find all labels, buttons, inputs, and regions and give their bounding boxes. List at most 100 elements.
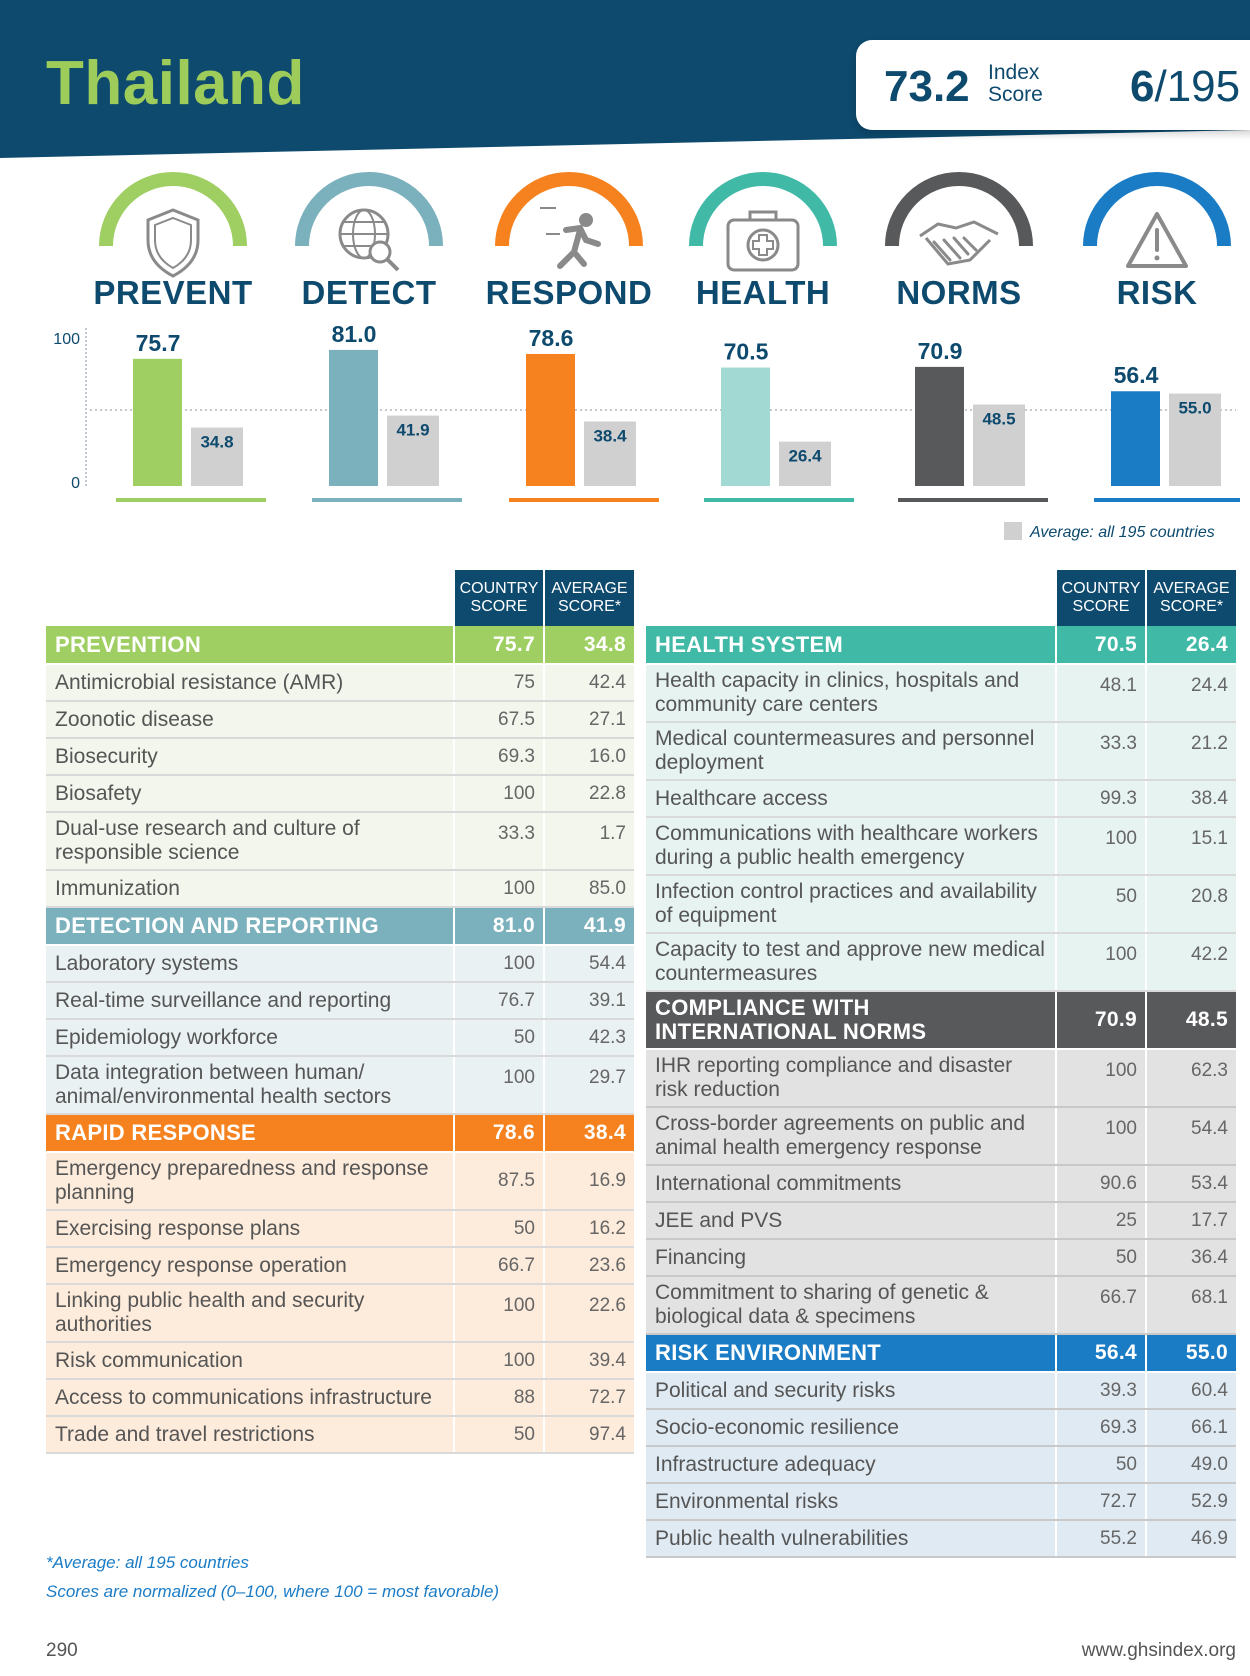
category-bar-chart: 100 0 75.7 34.8 81.0 41.9 78.6 38.4 70.5 26.4 70…	[53, 321, 1240, 502]
section-country-score: 70.5	[1055, 626, 1146, 665]
section-title: COMPLIANCE WITH INTERNATIONAL NORMS	[646, 991, 1056, 1050]
table-row: JEE and PVS 25 17.7	[646, 1202, 1236, 1240]
indicator-average-score: 68.1	[1145, 1276, 1236, 1335]
section-header-row: HEALTH SYSTEM 70.5 26.4	[646, 626, 1236, 665]
indicator-country-score: 33.3	[453, 812, 544, 871]
indicator-average-score: 53.4	[1145, 1165, 1236, 1203]
bar-average-risk	[1169, 393, 1221, 486]
section-country-score: 56.4	[1055, 1334, 1146, 1373]
indicator-average-score: 16.9	[543, 1152, 634, 1211]
table-row: Access to communications infrastructure 8…	[46, 1379, 634, 1417]
table-row: Zoonotic disease 67.5 27.1	[46, 701, 634, 739]
section-header-row: RISK ENVIRONMENT 56.4 55.0	[646, 1334, 1236, 1373]
footnote-normalized: Scores are normalized (0–100, where 100 …	[46, 1582, 500, 1601]
section-average-score: 48.5	[1145, 991, 1236, 1050]
table-row: Infrastructure adequacy 50 49.0	[646, 1446, 1236, 1484]
table-row: IHR reporting compliance and disaster ri…	[646, 1049, 1236, 1108]
indicator-country-score: 33.3	[1055, 722, 1146, 781]
table-row: Medical countermeasures and personnel de…	[646, 722, 1236, 781]
bars-group: 75.7 34.8 81.0 41.9 78.6 38.4 70.5 26.4 70.9 48.5…	[116, 321, 1240, 502]
section-header-row: COMPLIANCE WITH INTERNATIONAL NORMS 70.9 4…	[646, 991, 1236, 1050]
indicator-country-score: 88	[453, 1379, 544, 1417]
category-label: DETECT	[301, 274, 437, 311]
section-header-row: RAPID RESPONSE 78.6 38.4	[46, 1114, 634, 1153]
section-title: RISK ENVIRONMENT	[646, 1334, 1056, 1373]
indicator-name: Emergency response operation	[46, 1247, 454, 1285]
table-row: Healthcare access 99.3 38.4	[646, 780, 1236, 818]
table-row: Infection control practices and availabi…	[646, 875, 1236, 934]
table-row: Biosafety 100 22.8	[46, 775, 634, 813]
indicator-name: Healthcare access	[646, 780, 1056, 818]
indicator-name: Infrastructure adequacy	[646, 1446, 1056, 1484]
indicator-average-score: 54.4	[1145, 1107, 1236, 1166]
footnotes: *Average: all 195 countries Scores are n…	[46, 1548, 499, 1606]
section-country-score: 78.6	[453, 1114, 544, 1153]
indicator-name: Epidemiology workforce	[46, 1019, 454, 1057]
category-underline	[1094, 498, 1240, 502]
website-url[interactable]: www.ghsindex.org	[1081, 1640, 1236, 1661]
indicator-country-score: 87.5	[453, 1152, 544, 1211]
indicator-country-score: 100	[453, 1284, 544, 1343]
table-row: Data integration between human/ animal/e…	[46, 1056, 634, 1115]
indicator-name: International commitments	[646, 1165, 1056, 1203]
indicator-average-score: 72.7	[543, 1379, 634, 1417]
indicator-average-score: 22.8	[543, 775, 634, 813]
table-row: Real-time surveillance and reporting 76.7…	[46, 982, 634, 1020]
table-row: Cross-border agreements on public and an…	[646, 1107, 1236, 1166]
data-label-country: 56.4	[1114, 362, 1159, 388]
indicator-country-score: 72.7	[1055, 1483, 1146, 1521]
data-label-average: 48.5	[982, 410, 1015, 429]
average-score-header: AVERAGE SCORE*	[543, 570, 634, 626]
category-label: HEALTH	[695, 274, 831, 311]
category-norms: NORMS	[864, 168, 1054, 318]
indicator-average-score: 49.0	[1145, 1446, 1236, 1484]
section-title: PREVENTION	[46, 626, 454, 665]
indicator-name: Socio-economic resilience	[646, 1409, 1056, 1447]
indicator-average-score: 60.4	[1145, 1372, 1236, 1410]
rank-value: 6	[1130, 62, 1155, 111]
data-label-country: 81.0	[332, 321, 377, 347]
category-underline	[704, 498, 854, 502]
section-country-score: 75.7	[453, 626, 544, 665]
table-row: Communications with healthcare workers d…	[646, 817, 1236, 876]
table-row: Emergency preparedness and response plan…	[46, 1152, 634, 1211]
category-detect: DETECT	[274, 168, 464, 318]
indicator-country-score: 66.7	[453, 1247, 544, 1285]
indicator-name: Linking public health and security autho…	[46, 1284, 454, 1343]
indicator-average-score: 97.4	[543, 1416, 634, 1454]
indicator-name: Laboratory systems	[46, 945, 454, 983]
country-score-header: COUNTRY SCORE	[1055, 570, 1146, 626]
y-tick-bottom: 0	[71, 475, 80, 492]
data-label-country: 70.9	[918, 338, 963, 364]
bar-country-respond	[526, 353, 575, 486]
data-label-country: 75.7	[136, 330, 181, 356]
indicator-name: Antimicrobial resistance (AMR)	[46, 664, 454, 702]
table-row: Laboratory systems 100 54.4	[46, 945, 634, 983]
indicator-name: Public health vulnerabilities	[646, 1520, 1056, 1558]
table-row: Biosecurity 69.3 16.0	[46, 738, 634, 776]
section-title: RAPID RESPONSE	[46, 1114, 454, 1153]
footnote-average: *Average: all 195 countries	[46, 1553, 249, 1572]
section-average-score: 55.0	[1145, 1334, 1236, 1373]
table-row: Trade and travel restrictions 50 97.4	[46, 1416, 634, 1454]
indicator-average-score: 39.1	[543, 982, 634, 1020]
indicator-average-score: 42.2	[1145, 933, 1236, 992]
indicator-average-score: 66.1	[1145, 1409, 1236, 1447]
table-row: Antimicrobial resistance (AMR) 75 42.4	[46, 664, 634, 702]
chart-legend: Average: all 195 countries	[1004, 522, 1215, 542]
indicator-country-score: 50	[453, 1210, 544, 1248]
indicator-country-score: 75	[453, 664, 544, 702]
category-prevent: PREVENT	[78, 168, 268, 318]
section-average-score: 41.9	[543, 907, 634, 946]
table-row: Exercising response plans 50 16.2	[46, 1210, 634, 1248]
table-row: Capacity to test and approve new medical…	[646, 933, 1236, 992]
data-label-average: 34.8	[200, 433, 233, 452]
indicator-average-score: 42.4	[543, 664, 634, 702]
indicator-country-score: 100	[1055, 817, 1146, 876]
indicator-name: Cross-border agreements on public and an…	[646, 1107, 1056, 1166]
category-underline	[509, 498, 659, 502]
table-row: International commitments 90.6 53.4	[646, 1165, 1236, 1203]
indicator-name: Emergency preparedness and response plan…	[46, 1152, 454, 1211]
indicator-name: Political and security risks	[646, 1372, 1056, 1410]
indicator-name: Risk communication	[46, 1342, 454, 1380]
